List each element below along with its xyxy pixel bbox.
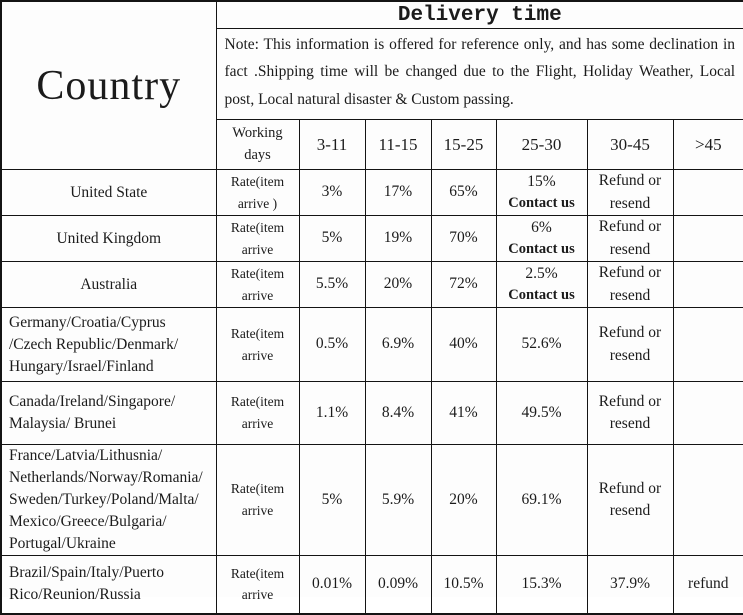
value-cell: 10.5% (430, 555, 497, 615)
value-cell: 5% (298, 444, 366, 557)
value-cell (672, 444, 743, 557)
value-cell: 41% (430, 381, 497, 446)
value-cell: Refund or resend (586, 169, 674, 217)
value-cell: 5.5% (298, 261, 366, 309)
country-name: Brazil/Spain/Italy/Puerto Rico/Reunion/R… (0, 555, 217, 615)
contact-us-label: Contact us (508, 195, 575, 212)
rate-label: Rate(item arrive (215, 215, 300, 263)
table-row: Canada/Ireland/Singapore/ Malaysia/ Brun… (0, 381, 743, 446)
value-cell: 3% (298, 169, 366, 217)
value-cell (672, 307, 743, 383)
value-cell (672, 381, 743, 446)
value-cell: refund (672, 555, 743, 615)
rate-value: 15% (527, 172, 556, 190)
column-header-over-45: >45 (672, 119, 743, 171)
value-cell: 49.5% (495, 381, 588, 446)
column-header-30-45: 30-45 (586, 119, 674, 171)
value-cell: 6.9% (364, 307, 432, 383)
value-cell: 37.9% (586, 555, 674, 615)
rate-label: Rate(item arrive (215, 444, 300, 557)
value-cell: 72% (430, 261, 497, 309)
value-cell (672, 169, 743, 217)
value-cell: 70% (430, 215, 497, 263)
value-cell: 15% Contact us (495, 169, 588, 217)
value-cell: 5% (298, 215, 366, 263)
value-cell: 17% (364, 169, 432, 217)
rate-label: Rate(item arrive (215, 381, 300, 446)
rate-value: 6% (531, 218, 552, 236)
column-header-3-11: 3-11 (298, 119, 366, 171)
rate-label: Rate(item arrive ) (215, 169, 300, 217)
column-header-15-25: 15-25 (430, 119, 497, 171)
value-cell: 40% (430, 307, 497, 383)
country-name: France/Latvia/Lithusnia/ Netherlands/Nor… (0, 444, 217, 557)
value-cell: 5.9% (364, 444, 432, 557)
value-cell: Refund or resend (586, 381, 674, 446)
country-name: Germany/Croatia/Cyprus /Czech Republic/D… (0, 307, 217, 383)
contact-us-label: Contact us (508, 287, 575, 304)
table-row: Brazil/Spain/Italy/Puerto Rico/Reunion/R… (0, 555, 743, 615)
value-cell: 8.4% (364, 381, 432, 446)
value-cell: Refund or resend (586, 444, 674, 557)
table-row: France/Latvia/Lithusnia/ Netherlands/Nor… (0, 444, 743, 557)
rate-label: Rate(item arrive (215, 307, 300, 383)
rate-label: Rate(item arrive (215, 261, 300, 309)
value-cell (672, 261, 743, 309)
contact-us-label: Contact us (508, 241, 575, 258)
country-header-cell: Country (0, 0, 217, 171)
value-cell: 65% (430, 169, 497, 217)
value-cell: 20% (364, 261, 432, 309)
value-cell: 52.6% (495, 307, 588, 383)
title-row: Country Delivery time (0, 0, 743, 171)
note-row: Note: This information is offered for re… (1, 27, 743, 121)
country-name: United Kingdom (0, 215, 217, 263)
column-header-11-15: 11-15 (364, 119, 432, 171)
rate-value: 69.1% (521, 490, 562, 508)
table-title: Delivery time (215, 0, 743, 29)
value-cell: 6% Contact us (495, 215, 588, 263)
value-cell (672, 215, 743, 263)
value-cell: 1.1% (298, 381, 366, 446)
value-cell: 2.5% Contact us (495, 261, 588, 309)
value-cell: 20% (430, 444, 497, 557)
country-name: United State (0, 169, 217, 217)
rate-value: 2.5% (525, 264, 558, 282)
value-cell: 0.5% (298, 307, 366, 383)
rate-value: 15.3% (521, 575, 562, 593)
value-cell: 0.01% (298, 555, 366, 615)
rate-label: Rate(item arrive (215, 555, 300, 615)
value-cell: 0.09% (364, 555, 432, 615)
column-header-row: Working days 3-11 11-15 15-25 25-30 30-4… (1, 119, 743, 171)
value-cell: 15.3% (495, 555, 588, 615)
value-cell: 69.1% (495, 444, 588, 557)
table-row: Germany/Croatia/Cyprus /Czech Republic/D… (0, 307, 743, 383)
table-row: United Kingdom Rate(item arrive 5% 19% 7… (0, 215, 743, 263)
column-header-working-days: Working days (215, 119, 300, 171)
value-cell: Refund or resend (586, 261, 674, 309)
value-cell: 19% (364, 215, 432, 263)
rate-value: 49.5% (521, 403, 562, 421)
note-text: Note: This information is offered for re… (215, 27, 743, 121)
value-cell: Refund or resend (586, 307, 674, 383)
country-name: Canada/Ireland/Singapore/ Malaysia/ Brun… (0, 381, 217, 446)
table-row: United State Rate(item arrive ) 3% 17% 6… (0, 169, 743, 217)
rate-value: 52.6% (521, 335, 562, 353)
table-row: Australia Rate(item arrive 5.5% 20% 72% … (0, 261, 743, 309)
value-cell: Refund or resend (586, 215, 674, 263)
column-header-25-30: 25-30 (495, 119, 588, 171)
country-name: Australia (0, 261, 217, 309)
